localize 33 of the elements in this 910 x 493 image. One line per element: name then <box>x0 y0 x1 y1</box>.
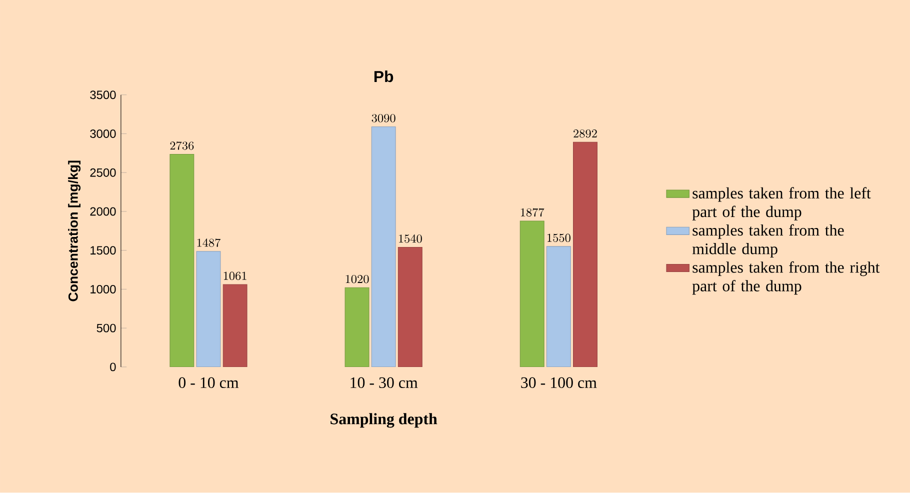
bar <box>170 154 194 368</box>
y-tick-label: 3500 <box>90 90 116 100</box>
data-label: 1020 <box>346 275 369 284</box>
data-label: 2892 <box>574 130 597 138</box>
y-tick-label: 1000 <box>90 285 116 294</box>
data-label: 2736 <box>170 142 194 150</box>
bar <box>573 142 598 368</box>
bar <box>222 284 248 368</box>
legend-label: samples taken from the right part of the dump <box>692 262 880 295</box>
y-tick-label: 0 <box>110 362 116 372</box>
x-axis-title: Sampling depth <box>330 413 438 428</box>
y-tick-label: 2500 <box>90 168 116 177</box>
x-tick-label: 30 - 100 cm <box>521 377 597 388</box>
bar <box>371 126 396 368</box>
y-tick-label: 3000 <box>90 130 116 138</box>
bar <box>196 251 221 368</box>
y-axis-title: Concentration [mg/kg] <box>68 160 81 302</box>
bar <box>546 246 571 368</box>
data-label: 1540 <box>398 234 422 243</box>
chart-title: Pb <box>374 70 394 82</box>
data-label: 1550 <box>547 234 570 242</box>
data-label: 1061 <box>224 272 246 280</box>
y-tick-label: 2000 <box>90 207 116 216</box>
bar <box>398 247 422 368</box>
bar <box>520 220 544 368</box>
data-label: 3090 <box>372 114 396 122</box>
bar <box>344 287 370 368</box>
data-label: 1487 <box>197 238 221 248</box>
x-tick-label: 0 - 10 cm <box>178 377 239 388</box>
y-tick-label: 500 <box>96 324 116 332</box>
y-tick-label: 1500 <box>90 246 116 255</box>
x-tick-label: 10 - 30 cm <box>350 377 418 388</box>
data-label: 1877 <box>520 208 544 217</box>
